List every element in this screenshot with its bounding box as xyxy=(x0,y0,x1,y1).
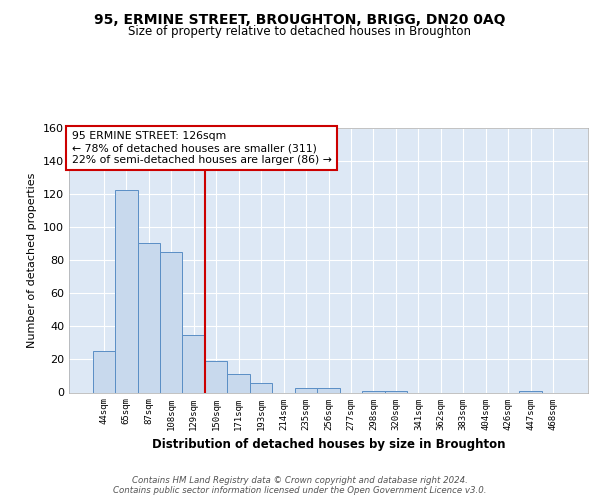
Bar xyxy=(295,388,317,392)
Bar xyxy=(520,391,542,392)
Bar xyxy=(205,361,227,392)
Bar xyxy=(92,351,115,393)
Bar xyxy=(227,374,250,392)
Bar xyxy=(182,334,205,392)
Bar xyxy=(137,244,160,392)
Y-axis label: Number of detached properties: Number of detached properties xyxy=(28,172,37,348)
Bar xyxy=(250,382,272,392)
Text: 95, ERMINE STREET, BROUGHTON, BRIGG, DN20 0AQ: 95, ERMINE STREET, BROUGHTON, BRIGG, DN2… xyxy=(94,12,506,26)
Bar xyxy=(362,391,385,392)
Bar xyxy=(160,252,182,392)
X-axis label: Distribution of detached houses by size in Broughton: Distribution of detached houses by size … xyxy=(152,438,505,451)
Bar xyxy=(385,391,407,392)
Bar xyxy=(317,388,340,392)
Bar xyxy=(115,190,137,392)
Text: Size of property relative to detached houses in Broughton: Size of property relative to detached ho… xyxy=(128,25,472,38)
Text: 95 ERMINE STREET: 126sqm
← 78% of detached houses are smaller (311)
22% of semi-: 95 ERMINE STREET: 126sqm ← 78% of detach… xyxy=(71,132,331,164)
Text: Contains HM Land Registry data © Crown copyright and database right 2024.
Contai: Contains HM Land Registry data © Crown c… xyxy=(113,476,487,495)
